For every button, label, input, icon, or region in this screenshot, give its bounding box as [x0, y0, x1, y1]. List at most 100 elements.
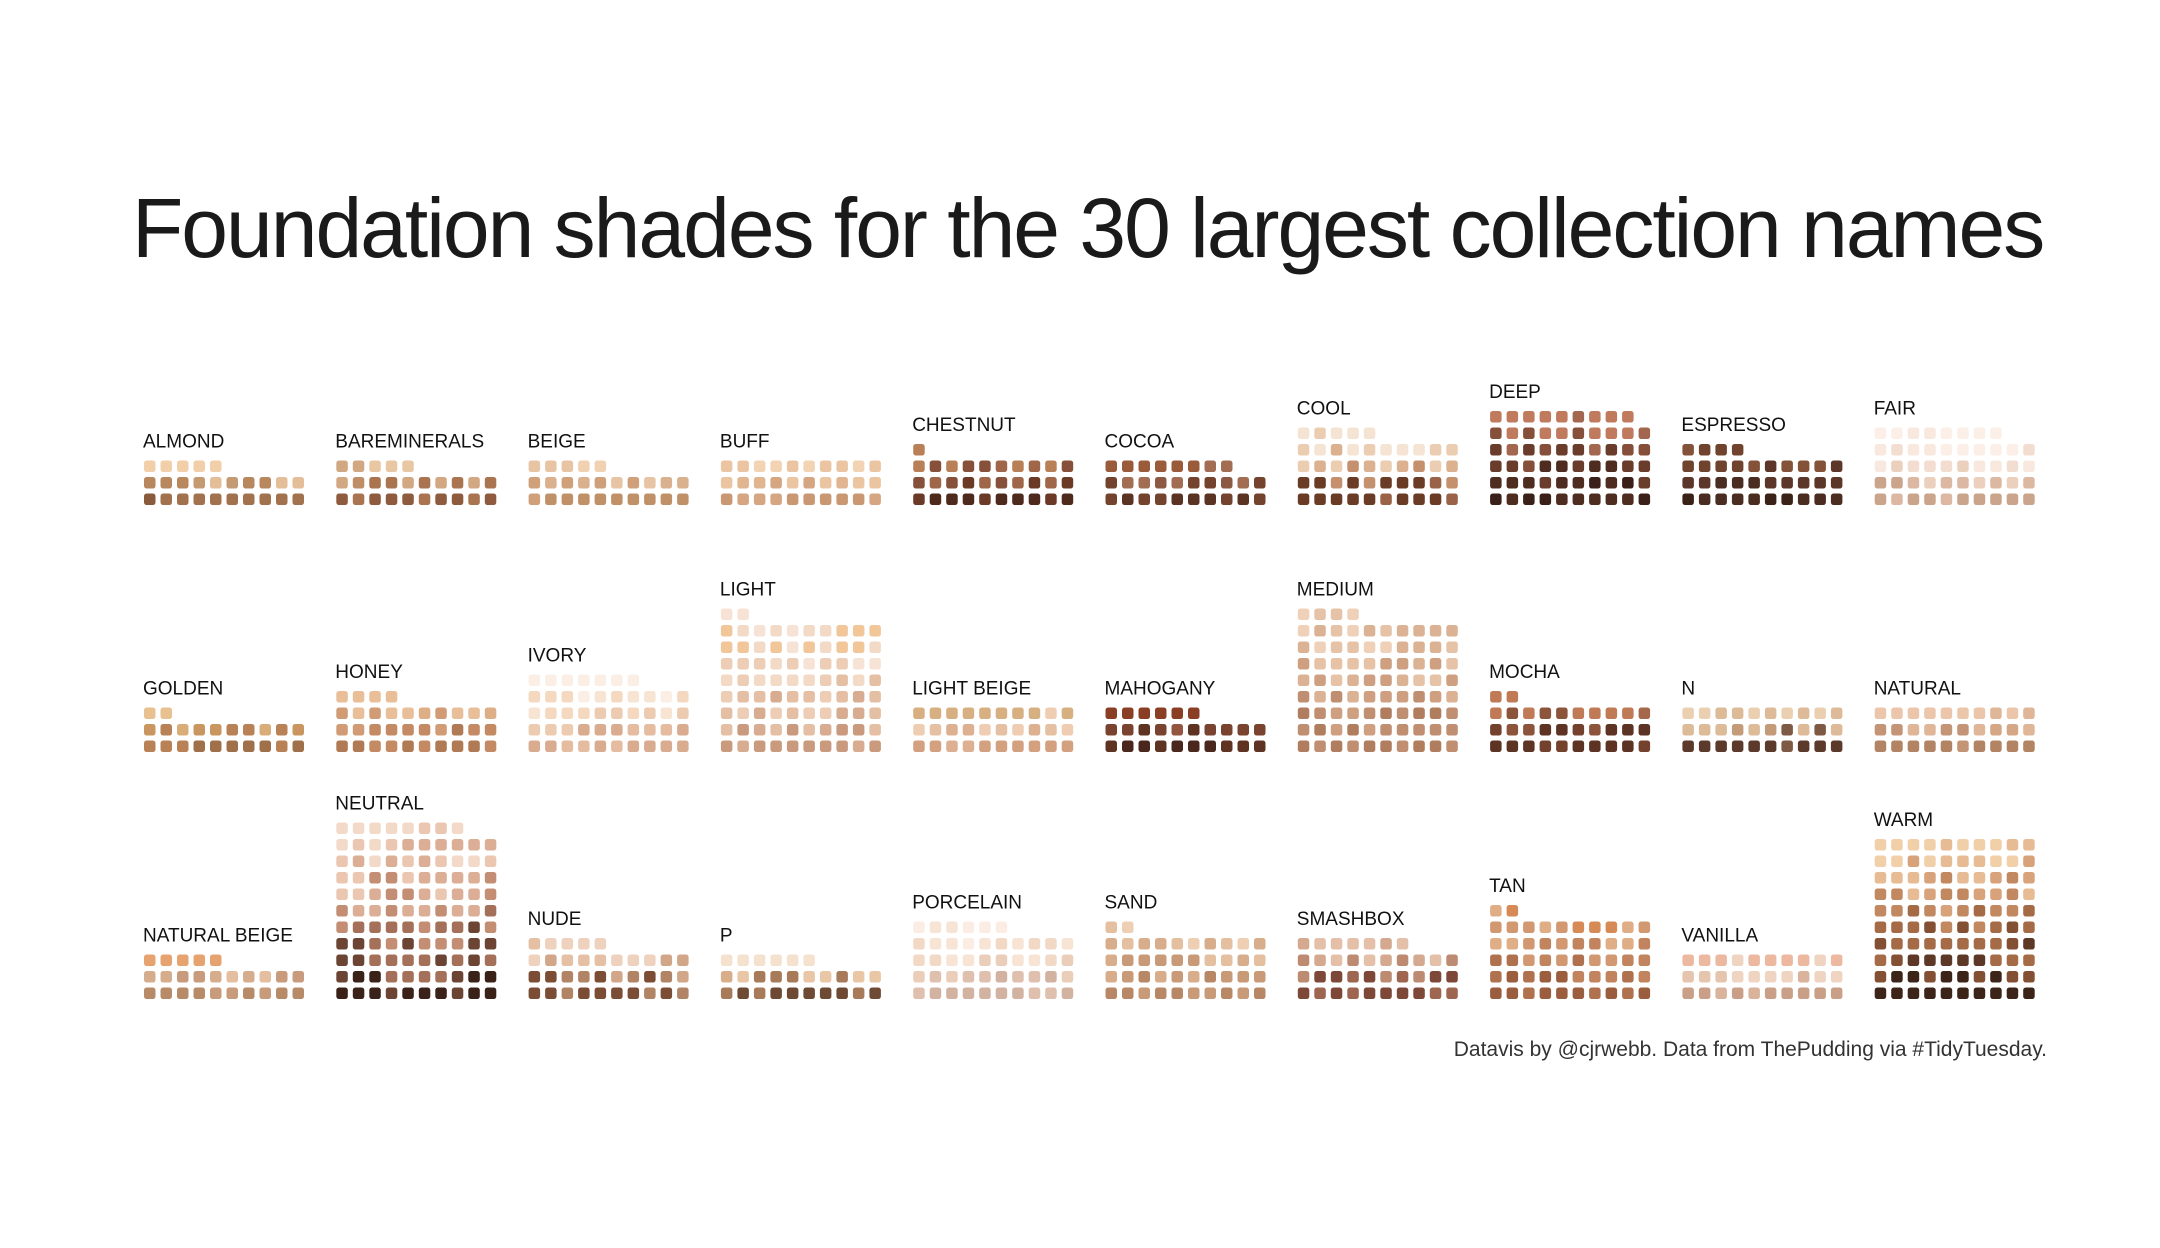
shade-square	[1523, 740, 1535, 752]
shade-square	[1907, 855, 1920, 867]
shade-square	[1330, 477, 1343, 489]
shade-square	[929, 460, 942, 472]
shade-square	[786, 987, 799, 999]
shade-square	[979, 938, 991, 950]
shade-square	[737, 477, 749, 489]
shade-square	[276, 477, 288, 489]
shade-square	[2006, 954, 2019, 966]
shade-square	[2006, 724, 2019, 736]
shade-square	[1028, 724, 1041, 736]
shade-square	[243, 971, 255, 983]
shade-square	[2006, 740, 2019, 752]
shade-square	[1940, 839, 1953, 851]
shade-square	[1297, 674, 1310, 686]
shade-square	[1622, 427, 1634, 439]
panel-label: NUDE	[528, 909, 582, 930]
shade-square	[611, 707, 623, 719]
shade-square	[2006, 987, 2019, 999]
shade-square	[1347, 608, 1359, 620]
shade-square	[1990, 707, 2002, 719]
shade-square	[1330, 691, 1343, 703]
shade-square	[160, 477, 172, 489]
shade-square	[1907, 707, 1920, 719]
shade-square	[352, 938, 365, 950]
shade-square	[402, 987, 414, 999]
shade-square	[402, 477, 414, 489]
shade-square	[385, 905, 398, 917]
shade-square	[1830, 987, 1843, 999]
shade-square	[644, 954, 656, 966]
shade-square	[1314, 938, 1326, 950]
shade-square	[1940, 427, 1953, 439]
shade-square	[1204, 477, 1216, 489]
shade-square	[1907, 839, 1920, 851]
shade-square	[292, 724, 304, 736]
shade-square	[177, 971, 189, 983]
shade-square	[352, 822, 365, 834]
shade-square	[1506, 921, 1519, 933]
shade-square	[2006, 921, 2019, 933]
shade-square	[1698, 460, 1711, 472]
shade-square	[1380, 658, 1392, 670]
shade-square	[1237, 740, 1249, 752]
shade-square	[720, 707, 733, 719]
shade-square	[226, 493, 238, 505]
shade-square	[484, 872, 497, 884]
shade-square	[369, 493, 381, 505]
shade-square	[627, 707, 640, 719]
shade-square	[1907, 987, 1920, 999]
shade-square	[484, 971, 497, 983]
shade-square	[1330, 954, 1343, 966]
shade-square	[1572, 707, 1585, 719]
shade-square	[770, 971, 782, 983]
shade-square	[1622, 724, 1634, 736]
shade-square	[545, 938, 557, 950]
shade-square	[193, 740, 205, 752]
shade-square	[1297, 707, 1310, 719]
shade-square	[869, 740, 881, 752]
shade-square	[1698, 724, 1711, 736]
shade-square	[720, 625, 733, 637]
shade-square	[1874, 888, 1887, 900]
panel-label: VANILLA	[1681, 926, 1758, 947]
shade-square	[1347, 938, 1359, 950]
shade-square	[852, 674, 865, 686]
shade-square	[1622, 938, 1634, 950]
shade-square	[435, 872, 447, 884]
shade-square	[1781, 493, 1793, 505]
shade-square	[1781, 707, 1793, 719]
shade-square	[1682, 987, 1694, 999]
shade-square	[1589, 493, 1601, 505]
shade-square	[1731, 724, 1744, 736]
shade-square	[435, 493, 447, 505]
shade-square	[2006, 707, 2019, 719]
shade-square	[1363, 954, 1376, 966]
shade-square	[243, 493, 255, 505]
shade-square	[644, 691, 656, 703]
shade-square	[418, 855, 431, 867]
shade-square	[995, 971, 1008, 983]
shade-square	[1363, 493, 1376, 505]
shade-square	[979, 740, 991, 752]
shade-square	[1380, 625, 1392, 637]
shade-square	[1523, 921, 1535, 933]
shade-square	[1990, 921, 2002, 933]
shade-square	[1429, 740, 1442, 752]
shade-square	[1012, 724, 1024, 736]
shade-square	[1990, 839, 2002, 851]
shade-square	[1907, 905, 1920, 917]
shade-square	[1446, 724, 1458, 736]
shade-square	[1891, 921, 1903, 933]
shade-square	[2023, 905, 2035, 917]
shade-square	[1314, 460, 1326, 472]
shade-square	[144, 477, 156, 489]
panel-label: ESPRESSO	[1681, 415, 1786, 436]
shade-square	[484, 938, 497, 950]
shade-square	[819, 971, 832, 983]
shade-square	[1572, 444, 1585, 456]
shade-square	[2023, 460, 2035, 472]
shade-square	[1973, 707, 1986, 719]
shade-square	[1891, 855, 1903, 867]
shade-square	[1506, 954, 1519, 966]
shade-square	[1605, 938, 1618, 950]
